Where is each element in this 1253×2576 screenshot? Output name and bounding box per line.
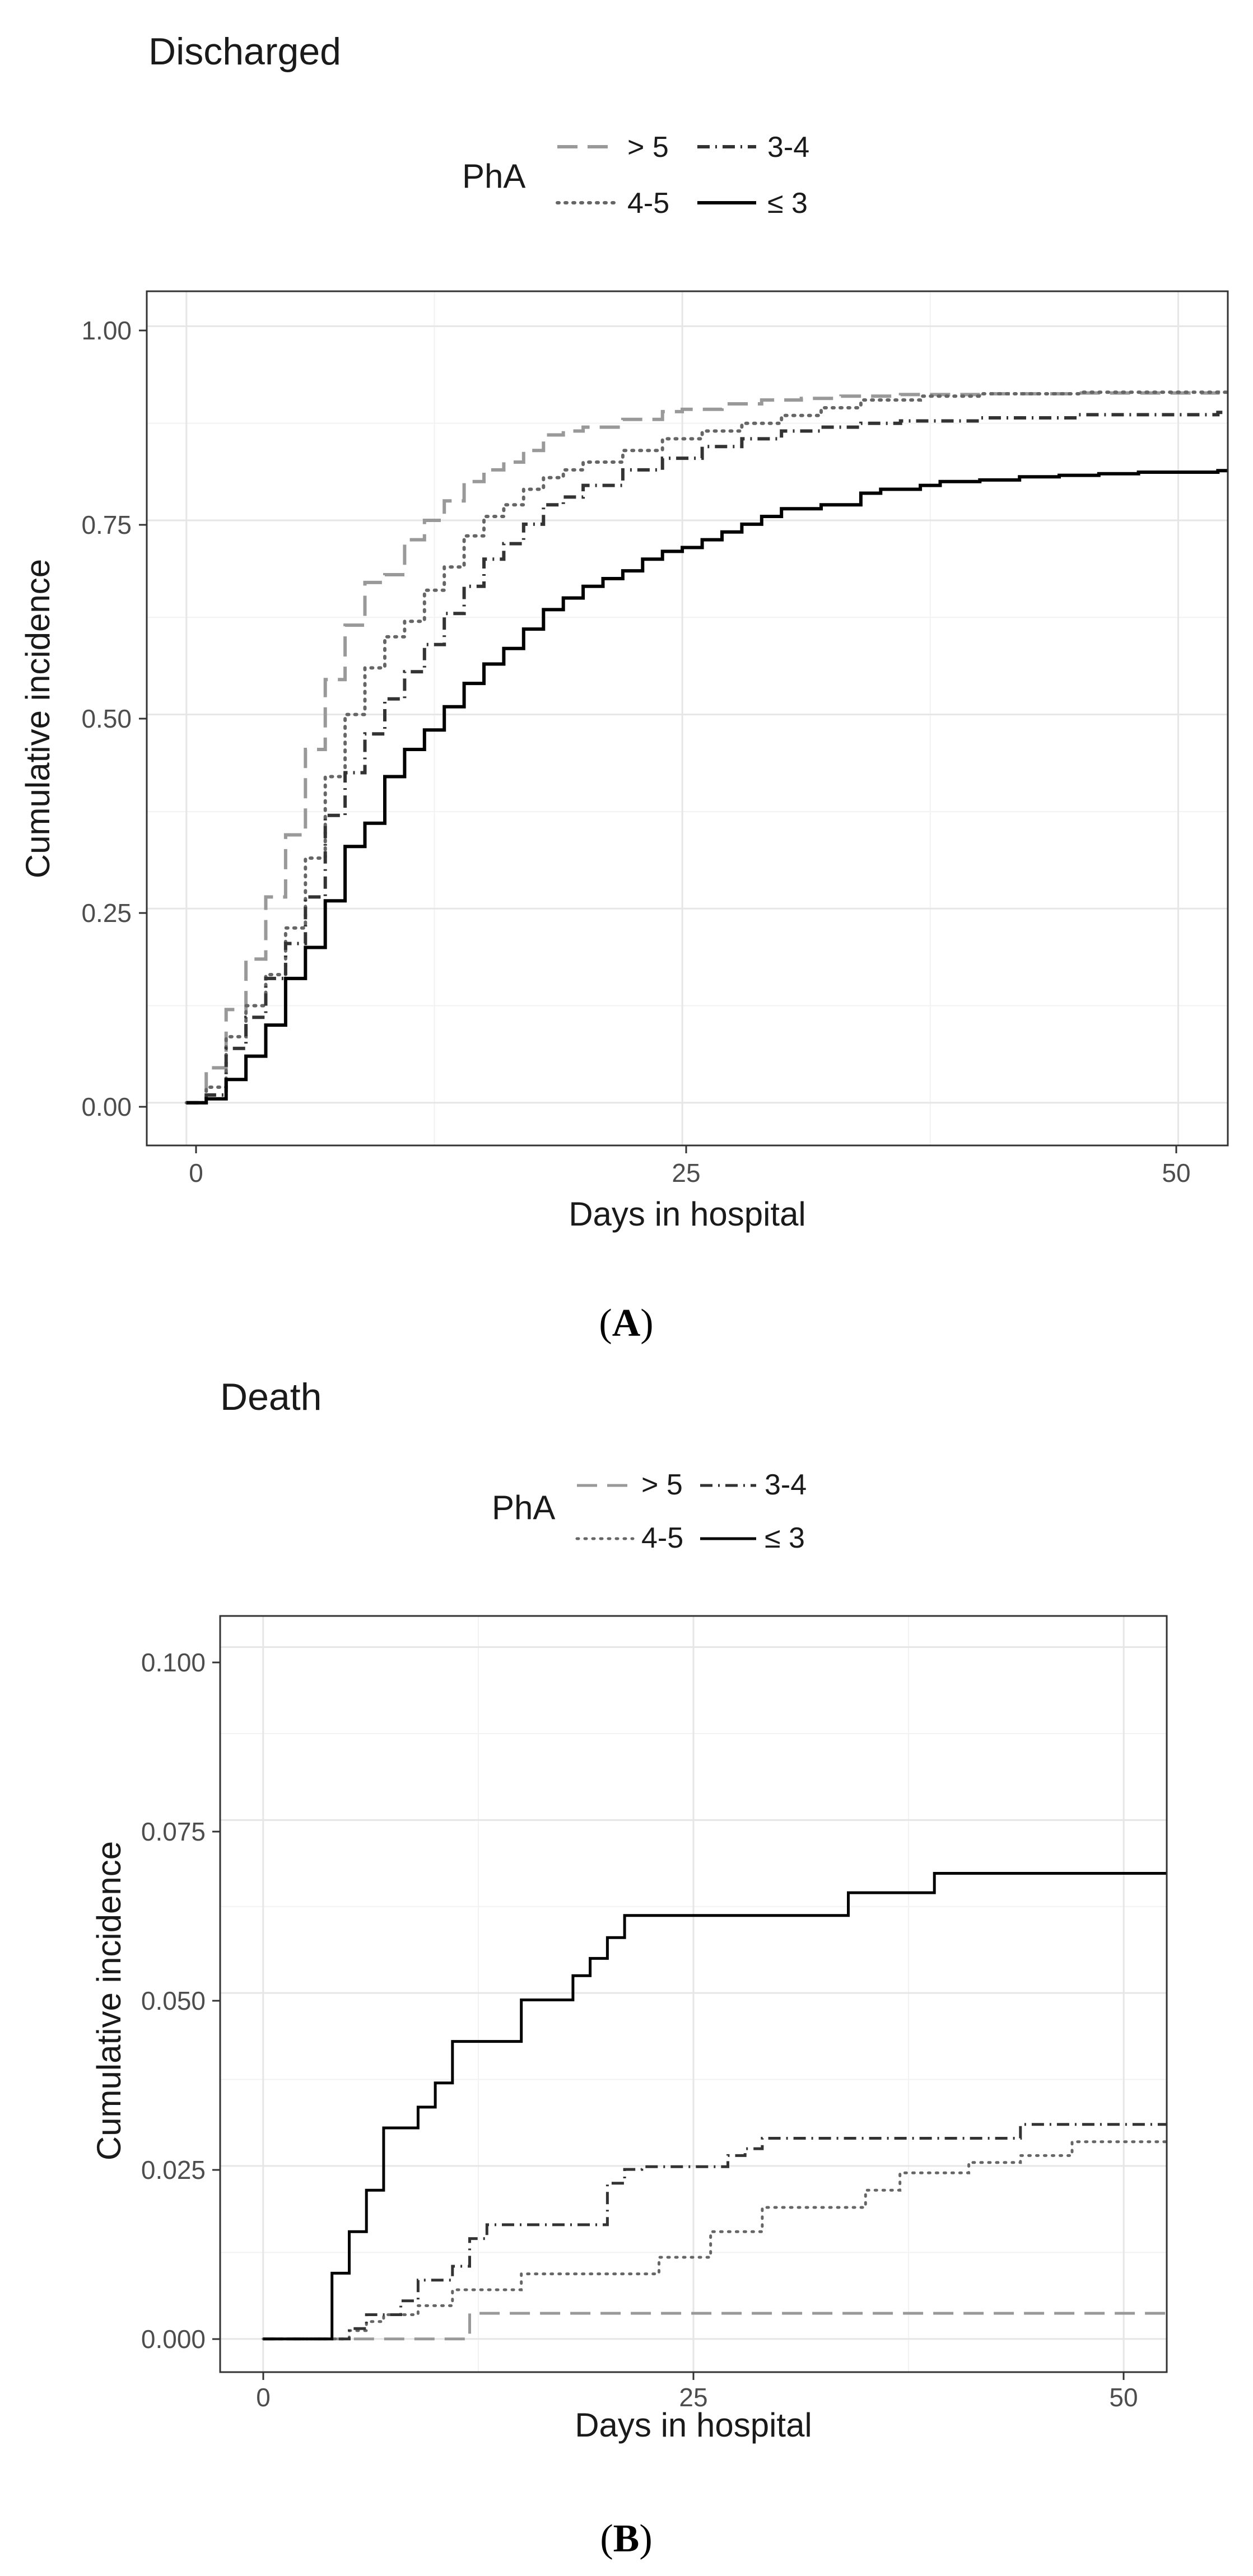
chart-a-series-line [186, 411, 1228, 1105]
chart-b-series-line [262, 2140, 1168, 2341]
chart-b-x-ticks: 0 25 50 [256, 2372, 1138, 2412]
chart-a-y-tick-label: 0.50 [81, 704, 132, 733]
chart-b-caption: (B) [600, 2517, 652, 2560]
chart-b-y-ticks: 0.000 0.025 0.050 0.075 0.100 [141, 1648, 220, 2354]
chart-a-series-line [186, 469, 1228, 1105]
chart-a: Discharged PhA > 5 3-4 4-5 ≤ 3 0.00 0.25… [19, 30, 1229, 1345]
chart-a-legend-label-3-4: 3-4 [767, 131, 809, 164]
chart-b-series-line [263, 2312, 1167, 2341]
chart-b-series-line [263, 2123, 1167, 2341]
chart-b-legend-label-le3: ≤ 3 [765, 1522, 805, 1554]
chart-a-legend-label-gt5: > 5 [627, 131, 669, 164]
chart-b-legend-label-3-4: 3-4 [765, 1469, 807, 1501]
chart-a-caption: (A) [599, 1302, 653, 1345]
chart-b-y-tick-label: 0.075 [141, 1817, 206, 1846]
chart-a-series-line [186, 390, 1228, 1105]
chart-a-y-tick-label: 1.00 [81, 316, 132, 345]
chart-b-title: Death [220, 1376, 322, 1418]
chart-b-x-axis-label: Days in hospital [575, 2406, 812, 2444]
chart-b-y-tick-label: 0.100 [141, 1648, 206, 1677]
chart-b-series-line [263, 1872, 1167, 2341]
chart-b-gridlines [220, 1616, 1167, 2372]
chart-b-caption-letter: B [613, 2517, 640, 2560]
chart-a-x-tick-label: 25 [672, 1158, 700, 1187]
chart-a-legend-label-4-5: 4-5 [627, 187, 669, 220]
chart-b-x-tick-label: 0 [256, 2383, 271, 2412]
chart-a-x-tick-label: 50 [1162, 1158, 1190, 1187]
chart-a-y-ticks: 0.00 0.25 0.50 0.75 1.00 [81, 316, 147, 1121]
chart-a-series [184, 390, 1229, 1105]
chart-b-legend-label-gt5: > 5 [641, 1469, 683, 1501]
chart-a-y-axis-label: Cumulative incidence [19, 559, 57, 878]
chart-b-x-tick-label: 25 [679, 2383, 707, 2412]
chart-b-y-tick-label: 0.050 [141, 1986, 206, 2015]
chart-a-gridlines [147, 291, 1228, 1145]
chart-b-legend: PhA > 5 3-4 4-5 ≤ 3 [492, 1469, 807, 1554]
chart-b-legend-title: PhA [492, 1489, 555, 1526]
chart-a-y-tick-label: 0.75 [81, 510, 132, 539]
chart-a-y-tick-label: 0.00 [81, 1092, 132, 1121]
chart-a-y-tick-label: 0.25 [81, 898, 132, 928]
chart-b-series [262, 1872, 1168, 2341]
chart-b: Death PhA > 5 3-4 4-5 ≤ 3 0.000 0.025 0.… [90, 1376, 1168, 2560]
chart-a-x-ticks: 0 25 50 [189, 1145, 1191, 1187]
chart-b-legend-label-4-5: 4-5 [641, 1522, 683, 1554]
chart-a-caption-letter: A [612, 1302, 641, 1345]
chart-a-legend-label-le3: ≤ 3 [767, 187, 808, 220]
chart-a-legend-title: PhA [462, 157, 525, 195]
chart-a-x-tick-label: 0 [189, 1158, 203, 1187]
chart-b-y-tick-label: 0.025 [141, 2155, 206, 2184]
chart-a-x-axis-label: Days in hospital [569, 1195, 806, 1233]
chart-b-y-tick-label: 0.000 [141, 2325, 206, 2354]
chart-a-legend: PhA > 5 3-4 4-5 ≤ 3 [462, 131, 809, 220]
chart-b-x-tick-label: 50 [1109, 2383, 1138, 2412]
chart-b-y-axis-label: Cumulative incidence [90, 1841, 128, 2160]
chart-a-series-line [184, 390, 1229, 1105]
chart-a-title: Discharged [148, 30, 341, 73]
